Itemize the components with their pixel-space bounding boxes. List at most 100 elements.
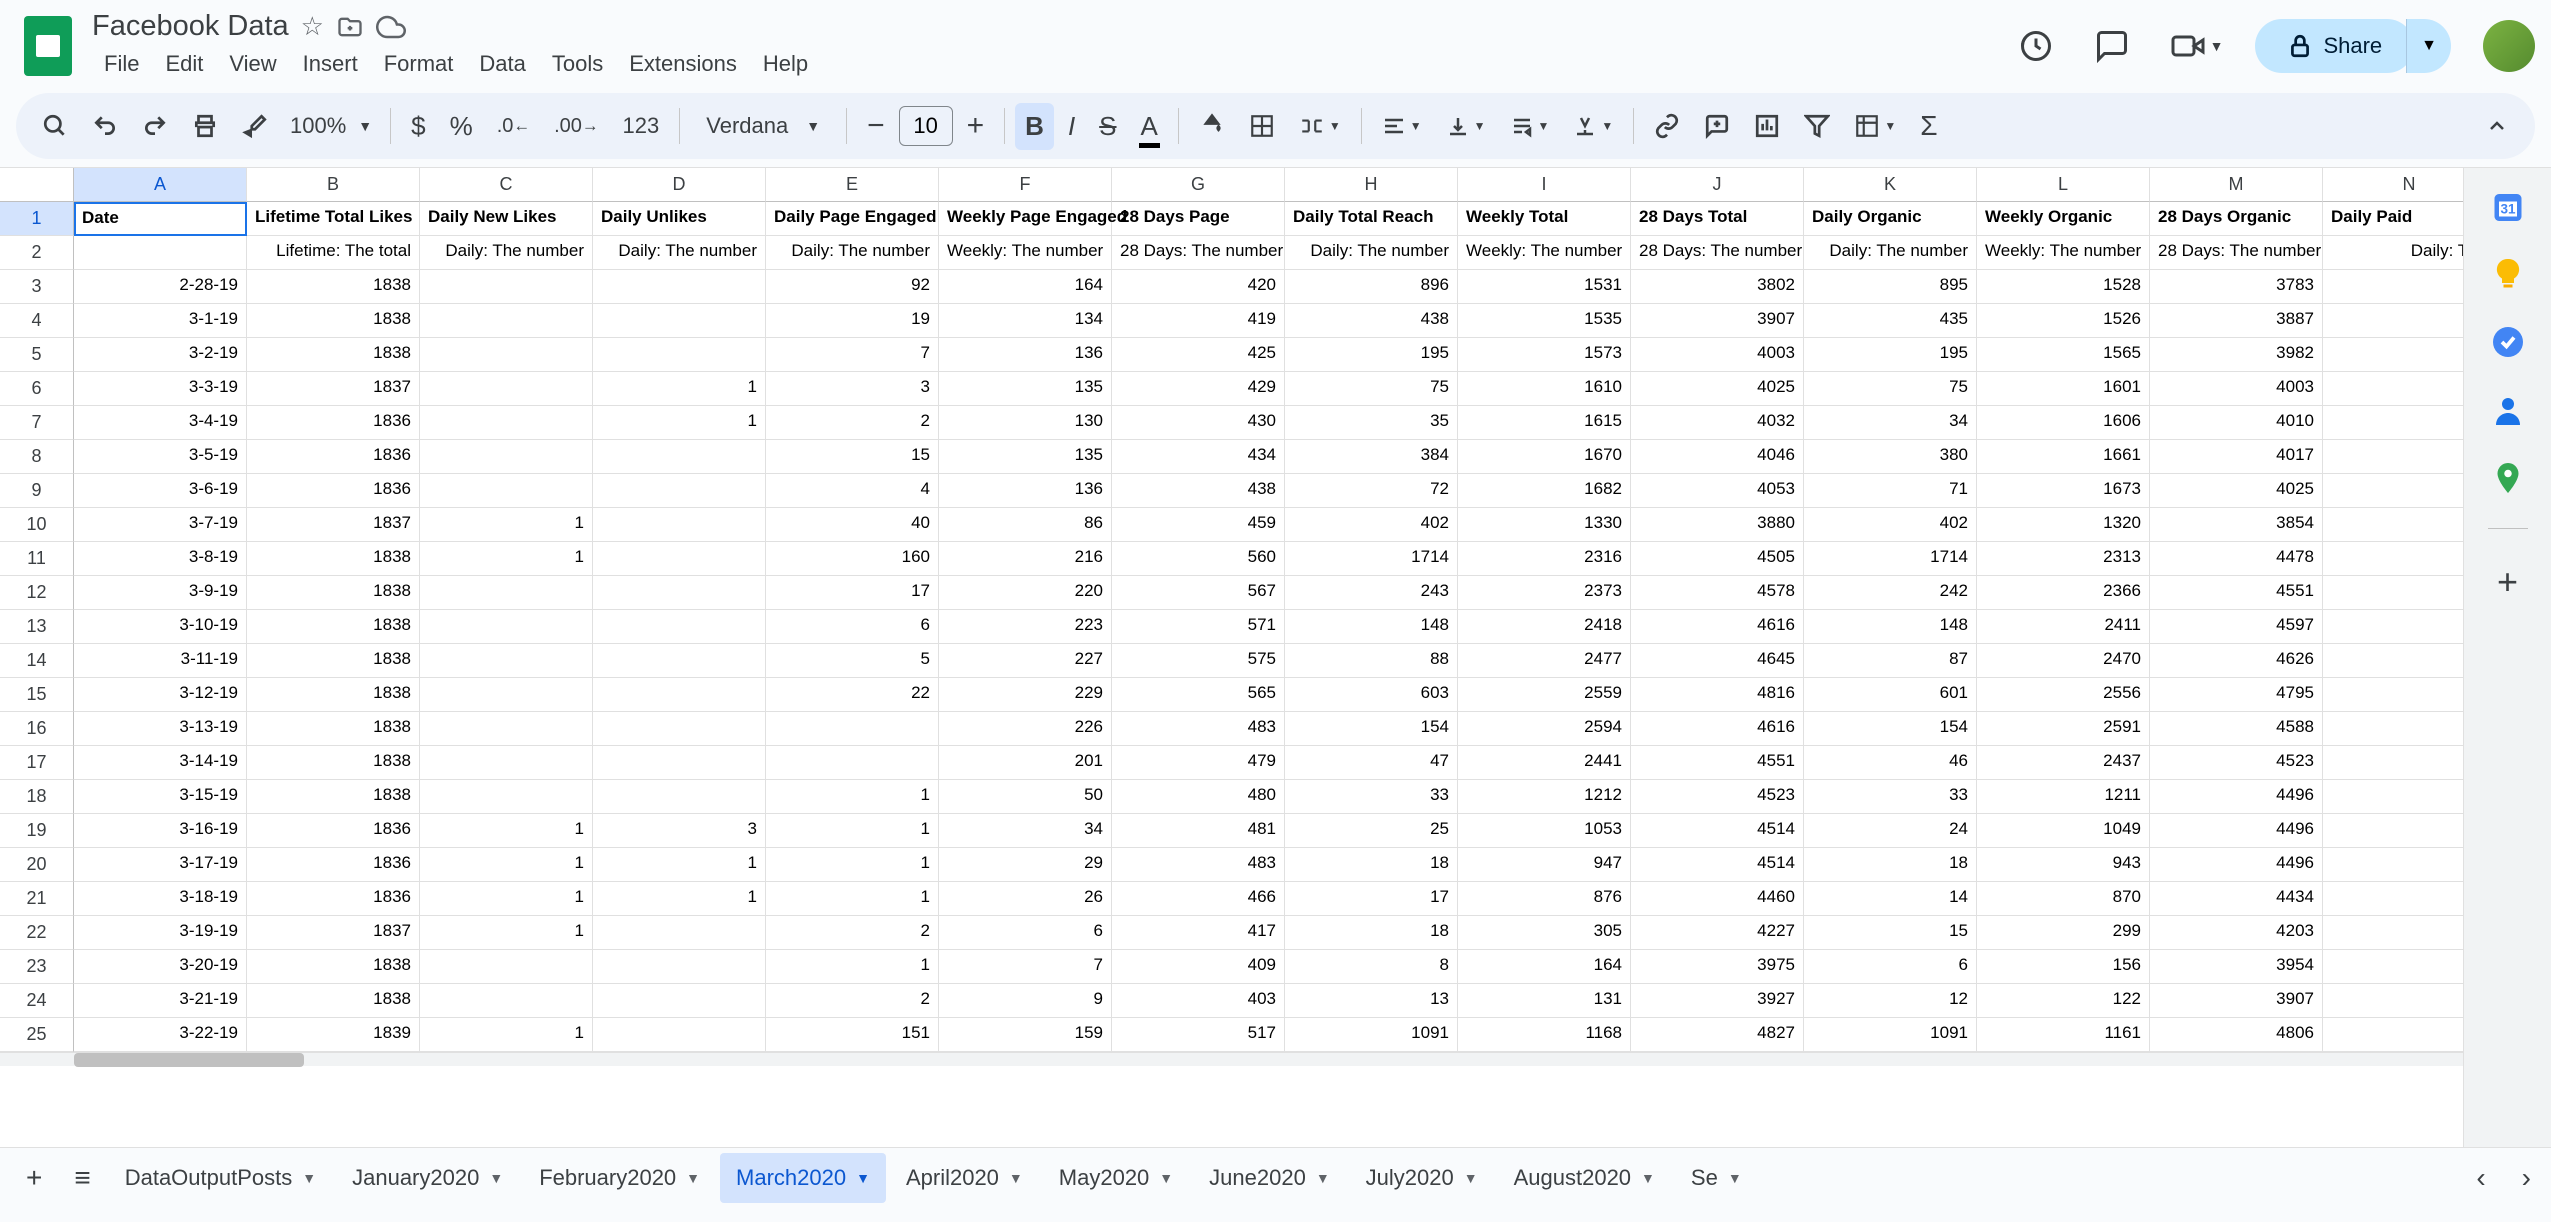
cell[interactable]	[2323, 406, 2463, 440]
cell[interactable]: 136	[939, 338, 1112, 372]
cell[interactable]: 3-20-19	[74, 950, 247, 984]
cell[interactable]: 4523	[1631, 780, 1804, 814]
calendar-panel-icon[interactable]: 31	[2490, 188, 2526, 224]
cell[interactable]: 14	[1804, 882, 1977, 916]
cell[interactable]: 571	[1112, 610, 1285, 644]
cell[interactable]: 4795	[2150, 678, 2323, 712]
cell[interactable]: 24	[1804, 814, 1977, 848]
row-header[interactable]: 21	[0, 882, 74, 916]
cell[interactable]: Daily: The number	[766, 236, 939, 270]
cell[interactable]: 1836	[247, 814, 420, 848]
cell[interactable]	[420, 338, 593, 372]
cell[interactable]: Daily: The number	[420, 236, 593, 270]
cell[interactable]: 87	[1804, 644, 1977, 678]
font-size-increase-icon[interactable]: +	[957, 101, 995, 151]
cell[interactable]: 565	[1112, 678, 1285, 712]
menu-help[interactable]: Help	[751, 47, 820, 81]
cell[interactable]: 151	[766, 1018, 939, 1052]
cell[interactable]: 1	[766, 950, 939, 984]
cell[interactable]: 3880	[1631, 508, 1804, 542]
cell[interactable]	[2323, 984, 2463, 1018]
currency-icon[interactable]: $	[401, 103, 435, 150]
cell[interactable]: 2418	[1458, 610, 1631, 644]
scroll-thumb[interactable]	[74, 1053, 304, 1067]
column-header[interactable]: D	[593, 168, 766, 202]
cell[interactable]: 1838	[247, 576, 420, 610]
cell[interactable]: 1837	[247, 372, 420, 406]
cell[interactable]: 3975	[1631, 950, 1804, 984]
cell[interactable]: 1535	[1458, 304, 1631, 338]
cell[interactable]: 226	[939, 712, 1112, 746]
cell[interactable]	[420, 644, 593, 678]
more-formats-icon[interactable]: 123	[613, 105, 670, 147]
cell[interactable]: 6	[766, 610, 939, 644]
row-header[interactable]: 9	[0, 474, 74, 508]
cell[interactable]	[420, 440, 593, 474]
cell[interactable]: Daily Page Engaged	[766, 202, 939, 236]
cell[interactable]: 92	[766, 270, 939, 304]
row-header[interactable]: 16	[0, 712, 74, 746]
cell[interactable]: 75	[1285, 372, 1458, 406]
row-header[interactable]: 12	[0, 576, 74, 610]
cell[interactable]: 7	[939, 950, 1112, 984]
column-header[interactable]: A	[74, 168, 247, 202]
text-rotation-icon[interactable]: ▼	[1563, 106, 1623, 146]
cell[interactable]	[420, 304, 593, 338]
cell[interactable]	[593, 984, 766, 1018]
cell[interactable]: 1573	[1458, 338, 1631, 372]
decrease-decimal-icon[interactable]: .0←	[487, 107, 540, 146]
sheet-tab[interactable]: June2020▼	[1193, 1153, 1346, 1203]
cell[interactable]: 5	[766, 644, 939, 678]
cell[interactable]: 156	[1977, 950, 2150, 984]
cell[interactable]: 4025	[1631, 372, 1804, 406]
cell[interactable]: 164	[1458, 950, 1631, 984]
strikethrough-icon[interactable]: S	[1089, 103, 1126, 150]
cell[interactable]: 3-3-19	[74, 372, 247, 406]
cell[interactable]: 1	[593, 372, 766, 406]
cell[interactable]: 1091	[1804, 1018, 1977, 1052]
cell[interactable]: 4505	[1631, 542, 1804, 576]
row-header[interactable]: 24	[0, 984, 74, 1018]
cell[interactable]: 3-5-19	[74, 440, 247, 474]
paint-format-icon[interactable]	[232, 105, 278, 147]
cell[interactable]: 4514	[1631, 848, 1804, 882]
cell[interactable]: 7	[766, 338, 939, 372]
cell[interactable]: 1053	[1458, 814, 1631, 848]
cell[interactable]: 2366	[1977, 576, 2150, 610]
undo-icon[interactable]	[82, 105, 128, 147]
cell[interactable]: 1	[420, 814, 593, 848]
cell[interactable]: 34	[939, 814, 1112, 848]
horizontal-scrollbar[interactable]	[0, 1052, 2463, 1066]
cell[interactable]: 1049	[1977, 814, 2150, 848]
column-header[interactable]: J	[1631, 168, 1804, 202]
cell[interactable]: Weekly: The number	[939, 236, 1112, 270]
cell[interactable]: 2437	[1977, 746, 2150, 780]
cell[interactable]: 13	[1285, 984, 1458, 1018]
cell[interactable]: 3887	[2150, 304, 2323, 338]
column-header[interactable]: C	[420, 168, 593, 202]
menu-file[interactable]: File	[92, 47, 151, 81]
sheets-logo-icon[interactable]	[16, 14, 80, 78]
cell[interactable]: 75	[1804, 372, 1977, 406]
cell[interactable]: Daily: The number	[1804, 236, 1977, 270]
cell[interactable]	[2323, 882, 2463, 916]
cell[interactable]: Daily: The number	[593, 236, 766, 270]
cell[interactable]: 18	[1285, 916, 1458, 950]
cell[interactable]: 160	[766, 542, 939, 576]
cell[interactable]: 434	[1112, 440, 1285, 474]
sheet-tab[interactable]: July2020▼	[1350, 1153, 1494, 1203]
cell[interactable]: 3954	[2150, 950, 2323, 984]
maps-panel-icon[interactable]	[2490, 460, 2526, 496]
cell[interactable]: 895	[1804, 270, 1977, 304]
cell[interactable]	[420, 372, 593, 406]
cell[interactable]: 517	[1112, 1018, 1285, 1052]
cell[interactable]: 1837	[247, 508, 420, 542]
column-header[interactable]: E	[766, 168, 939, 202]
cell[interactable]: 1528	[1977, 270, 2150, 304]
redo-icon[interactable]	[132, 105, 178, 147]
cell[interactable]	[420, 610, 593, 644]
cell[interactable]: 131	[1458, 984, 1631, 1018]
cell[interactable]: 1836	[247, 848, 420, 882]
cell[interactable]: 3-12-19	[74, 678, 247, 712]
cell[interactable]	[593, 474, 766, 508]
